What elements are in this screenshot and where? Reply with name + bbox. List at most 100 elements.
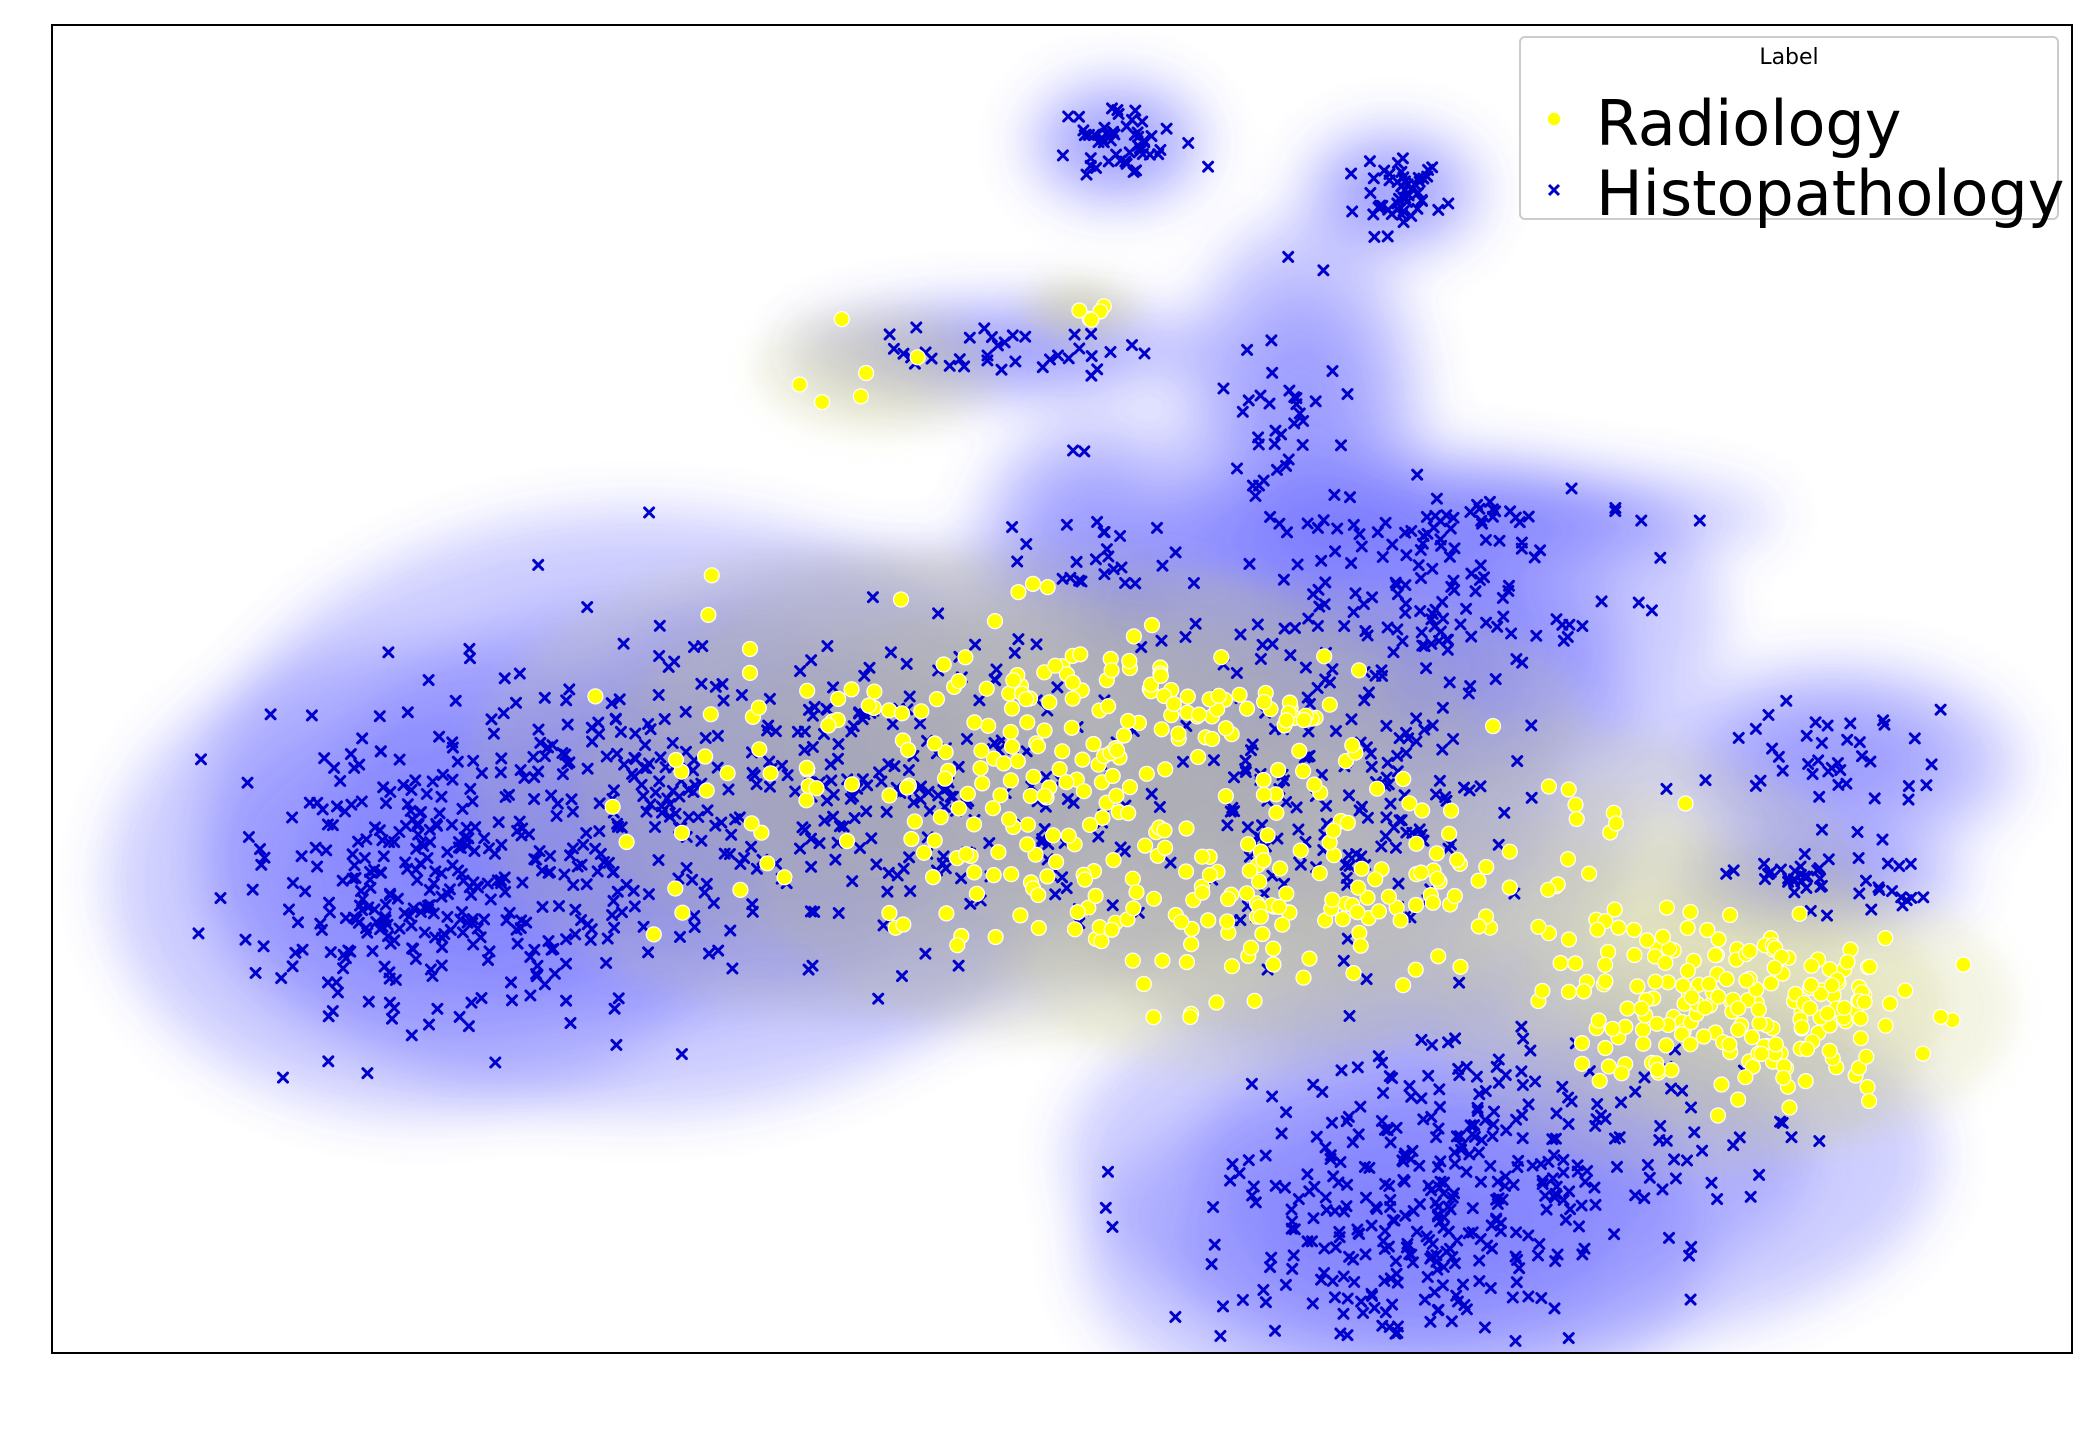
histopathology-point xyxy=(299,885,312,898)
histopathology-point xyxy=(510,696,522,709)
histopathology-point xyxy=(1400,746,1413,759)
histopathology-point xyxy=(478,832,491,845)
histopathology-point xyxy=(1078,445,1091,458)
radiology-point xyxy=(860,697,877,714)
radiology-point xyxy=(1560,931,1578,948)
histopathology-point xyxy=(1562,1118,1575,1131)
radiology-point xyxy=(1099,698,1117,715)
histopathology-point xyxy=(1092,830,1105,843)
histopathology-point xyxy=(1342,849,1355,862)
histopathology-point xyxy=(1078,129,1091,142)
radiology-point xyxy=(750,699,767,716)
histopathology-point xyxy=(1450,1289,1463,1302)
histopathology-point xyxy=(384,889,397,902)
histopathology-point xyxy=(821,640,834,653)
histopathology-point xyxy=(1329,545,1342,558)
histopathology-point xyxy=(360,833,373,846)
radiology-point xyxy=(1649,1061,1666,1079)
histopathology-point xyxy=(1315,554,1328,567)
histopathology-point xyxy=(1288,417,1301,430)
histopathology-point xyxy=(610,1038,623,1051)
histopathology-point xyxy=(1432,203,1445,216)
histopathology-point xyxy=(405,784,418,796)
histopathology-point xyxy=(1384,1272,1397,1285)
radiology-point xyxy=(1178,820,1195,837)
radiology-point xyxy=(1051,760,1068,778)
radiology-point xyxy=(698,782,715,799)
histopathology-point xyxy=(1578,1242,1591,1255)
radiology-point xyxy=(1589,921,1606,938)
radiology-point xyxy=(1424,894,1442,911)
radiology-point xyxy=(1699,921,1716,939)
histopathology-point xyxy=(1436,701,1449,714)
histopathology-point xyxy=(654,751,667,764)
histopathology-point xyxy=(629,727,642,740)
radiology-point xyxy=(1442,802,1460,819)
histopathology-point xyxy=(1908,732,1921,745)
histopathology-point xyxy=(1454,1130,1466,1143)
radiology-point xyxy=(1345,964,1362,982)
histopathology-point xyxy=(1472,1146,1485,1159)
radiology-point xyxy=(1003,866,1020,883)
histopathology-point xyxy=(1484,1160,1497,1172)
histopathology-point xyxy=(700,877,713,890)
histopathology-point xyxy=(1056,572,1069,585)
histopathology-point xyxy=(1522,510,1535,523)
histopathology-point xyxy=(1399,597,1412,610)
histopathology-point xyxy=(436,941,449,954)
histopathology-point xyxy=(1433,635,1445,647)
histopathology-point xyxy=(1776,764,1789,777)
histopathology-point xyxy=(642,946,655,959)
radiology-point xyxy=(618,833,635,851)
histopathology-point xyxy=(886,718,899,731)
histopathology-point xyxy=(936,857,949,870)
radiology-point xyxy=(1231,686,1248,703)
histopathology-point xyxy=(696,640,709,653)
radiology-point xyxy=(1156,822,1173,839)
radiology-point xyxy=(1085,735,1102,753)
histopathology-point xyxy=(295,850,308,863)
histopathology-point xyxy=(1359,1248,1372,1261)
histopathology-point xyxy=(1008,646,1021,659)
radiology-point xyxy=(1294,762,1312,780)
histopathology-point xyxy=(1345,557,1358,570)
radiology-point xyxy=(1189,748,1207,766)
radiology-point xyxy=(1321,696,1338,713)
histopathology-point xyxy=(1785,1131,1798,1144)
radiology-point xyxy=(667,880,684,897)
histopathology-point xyxy=(1548,1302,1561,1315)
histopathology-point xyxy=(794,665,807,678)
histopathology-point xyxy=(707,897,720,910)
histopathology-point xyxy=(1564,1203,1577,1216)
histopathology-point xyxy=(316,803,329,816)
histopathology-point xyxy=(1422,1179,1435,1192)
histopathology-point xyxy=(1328,1291,1341,1304)
histopathology-point xyxy=(322,1010,335,1023)
histopathology-point xyxy=(422,674,435,687)
histopathology-point xyxy=(1073,110,1085,123)
histopathology-point xyxy=(1559,1213,1572,1226)
plot-frame xyxy=(51,24,2073,1354)
radiology-point xyxy=(1470,918,1487,935)
histopathology-point xyxy=(1548,1149,1560,1162)
histopathology-point xyxy=(1589,1198,1602,1211)
histopathology-point xyxy=(1410,712,1423,725)
histopathology-point xyxy=(1557,1153,1570,1166)
radiology-point xyxy=(1606,901,1623,918)
histopathology-point xyxy=(1287,1249,1300,1262)
histopathology-point xyxy=(1504,505,1517,518)
histopathology-point xyxy=(1431,1304,1444,1317)
histopathology-point xyxy=(953,353,966,366)
histopathology-point xyxy=(373,710,386,723)
histopathology-point xyxy=(533,845,546,858)
legend-title: Label xyxy=(1759,45,1818,70)
histopathology-point xyxy=(1415,1033,1428,1046)
histopathology-point xyxy=(411,819,424,832)
histopathology-point xyxy=(1525,791,1538,804)
histopathology-point xyxy=(903,690,916,703)
radiology-point xyxy=(1239,836,1257,853)
histopathology-point xyxy=(718,847,731,860)
histopathology-point xyxy=(1351,1061,1364,1074)
histopathology-point xyxy=(1429,1196,1442,1209)
histopathology-point xyxy=(1104,346,1117,358)
